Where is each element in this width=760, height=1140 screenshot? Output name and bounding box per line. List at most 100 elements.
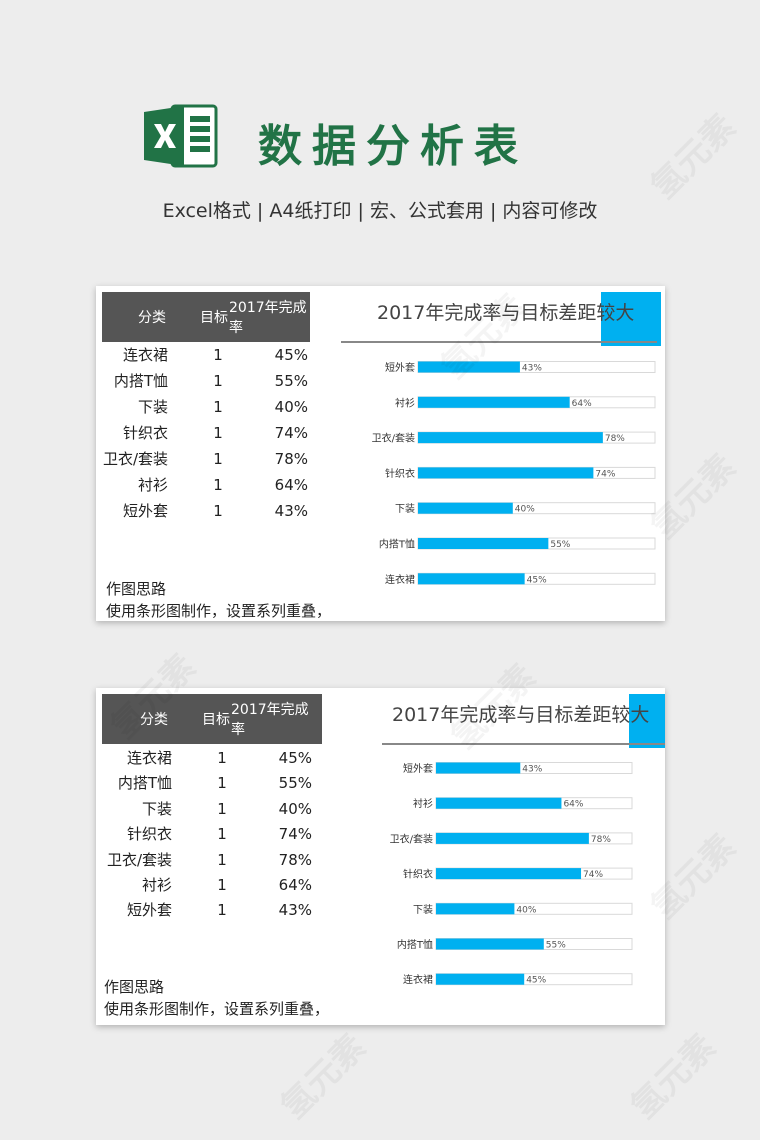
cell-category: 衬衫 [141,876,172,894]
cell-target: 1 [213,450,223,468]
notes: 作图思路 使用条形图制作，设置系列重叠， [104,976,329,1020]
cell-target: 1 [217,749,227,767]
cell-category: 内搭T恤 [113,372,168,390]
cell-rate: 64% [278,876,312,894]
table-row: 短外套 1 43% [96,498,316,524]
cell-rate: 43% [278,901,312,920]
cell-category: 短外套 [122,502,168,520]
data-label: 40% [516,905,536,915]
category-label: 针织衣 [403,868,433,881]
cell-rate: 78% [278,850,312,869]
table-row: 衬衫 1 64% [100,872,320,898]
cell-target: 1 [213,424,223,442]
data-label: 78% [591,835,611,845]
category-label: 衬衫 [395,396,415,409]
chart-title: 2017年完成率与目标差距较大 [392,704,649,726]
data-label: 40% [515,505,535,515]
table-row: 短外套 1 43% [100,897,320,923]
category-label: 卫衣/套装 [390,832,433,845]
page-title: 数据分析表 [258,121,528,172]
notes-heading: 作图思路 [106,580,167,598]
cell-target: 1 [217,774,227,793]
watermark: 氢元素 [268,1021,375,1128]
completion-bar [436,903,515,915]
table-row: 针织衣 1 74% [96,420,316,446]
cell-rate: 74% [274,424,308,442]
cell-target: 1 [213,476,223,494]
notes-heading: 作图思路 [104,978,165,996]
data-label: 45% [527,575,547,585]
cell-target: 1 [217,876,227,894]
watermark: 氢元素 [618,1021,725,1128]
table-row: 针织衣 1 74% [100,821,320,847]
cell-rate: 45% [274,346,308,364]
data-label: 78% [605,434,625,444]
completion-bar [418,432,603,444]
cell-category: 短外套 [126,901,172,920]
completion-bar [436,797,562,809]
cell-category: 下装 [141,799,172,818]
category-label: 下装 [413,903,433,916]
cell-category: 衬衫 [137,476,168,494]
notes-line: 使用条形图制作，设置系列重叠， [104,1000,330,1018]
data-label: 74% [595,469,615,479]
data-label: 64% [572,399,592,409]
title-accent-block [629,694,665,748]
data-label: 64% [563,800,583,810]
table-row: 衬衫 1 64% [96,472,316,498]
category-label: 短外套 [403,762,433,775]
cell-rate: 78% [274,450,308,468]
category-label: 内搭T恤 [379,538,415,551]
data-label: 43% [522,765,542,775]
cell-rate: 40% [278,799,312,818]
cell-rate: 64% [274,476,308,494]
completion-bar [418,467,594,479]
cell-category: 针织衣 [122,424,168,442]
table-header: 分类 目标 2017年完成率 [102,694,322,744]
header-rate: 2017年完成率 [231,702,309,738]
cell-category: 下装 [137,398,168,416]
cell-target: 1 [217,825,227,844]
category-label: 下装 [395,502,415,515]
category-label: 衬衫 [413,797,433,810]
chart-title: 2017年完成率与目标差距较大 [377,302,634,324]
category-label: 连衣裙 [403,973,433,986]
table-row: 下装 1 40% [100,796,320,822]
sheet-preview-1: 分类 目标 2017年完成率 连衣裙 1 45% 内搭T恤 1 55% 下装 1 40% 针织衣 1… [96,286,665,621]
header-target: 目标 [200,310,228,326]
excel-logo-icon [144,104,218,168]
table-row: 卫衣/套装 1 78% [100,847,320,873]
cell-category: 针织衣 [126,825,172,844]
completion-bar [436,868,582,880]
category-label: 短外套 [385,361,415,374]
cell-rate: 40% [274,398,308,416]
category-label: 卫衣/套装 [372,432,415,445]
data-label: 55% [546,941,566,951]
data-label: 74% [583,870,603,880]
data-label: 55% [550,540,570,550]
cell-target: 1 [213,346,223,364]
notes: 作图思路 使用条形图制作，设置系列重叠， [106,578,331,621]
cell-target: 1 [217,901,227,920]
completion-bar [418,573,525,585]
cell-target: 1 [217,799,227,818]
cell-target: 1 [213,372,223,390]
table-row: 下装 1 40% [96,394,316,420]
cell-rate: 74% [278,825,312,844]
cell-category: 卫衣/套装 [102,450,168,468]
header-rate: 2017年完成率 [229,300,307,336]
page-subtitle: Excel格式 | A4纸打印 | 宏、公式套用 | 内容可修改 [162,200,598,222]
category-label: 内搭T恤 [397,938,433,951]
table-row: 连衣裙 1 45% [100,745,320,771]
table-row: 内搭T恤 1 55% [100,770,320,796]
cell-category: 连衣裙 [126,749,172,767]
sheet-preview-2: 分类 目标 2017年完成率 连衣裙 1 45% 内搭T恤 1 55% 下装 1 40% 针织衣 1… [96,688,665,1025]
cell-rate: 45% [278,749,312,767]
completion-bar [436,973,525,985]
cell-category: 连衣裙 [122,346,168,364]
completion-bar [436,938,544,950]
table-header: 分类 目标 2017年完成率 [102,292,310,342]
header-category: 分类 [140,712,168,728]
page-header: 数据分析表 Excel格式 | A4纸打印 | 宏、公式套用 | 内容可修改 [0,0,760,260]
